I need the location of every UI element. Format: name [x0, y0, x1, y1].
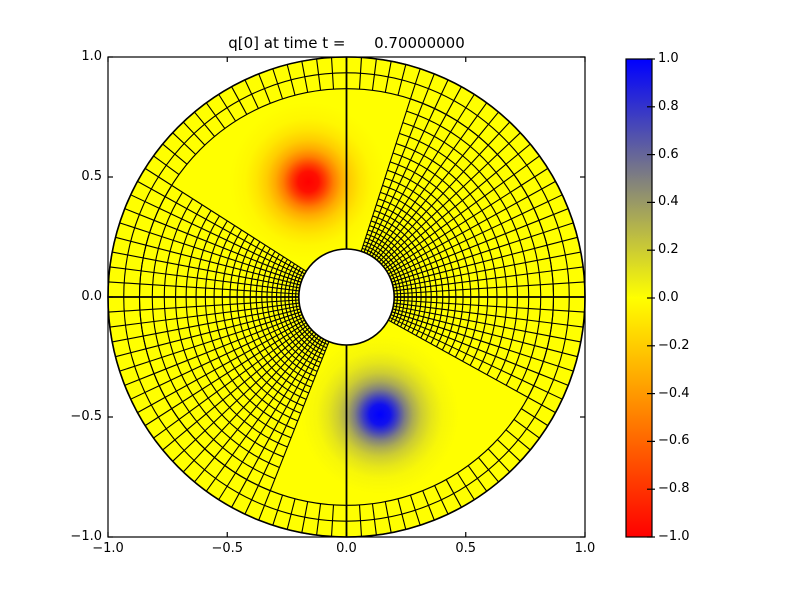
- colorbar-tick-label: 0.8: [658, 98, 679, 114]
- annulus-inner-hole: [297, 248, 395, 346]
- colorbar-tick-label: 0.4: [658, 194, 679, 210]
- axes-frame: [107, 56, 586, 538]
- y-tick-label: 1.0: [81, 49, 102, 64]
- colorbar-tick-label: −1.0: [658, 529, 690, 544]
- colorbar-tick-label: 0.6: [658, 146, 679, 162]
- colorbar-tick-label: −0.6: [658, 433, 690, 449]
- x-tick-label: −0.5: [211, 541, 244, 556]
- x-tick-label: 0.5: [455, 541, 477, 556]
- y-tick-label: −1.0: [70, 529, 102, 544]
- x-tick-label: 1.0: [574, 541, 596, 556]
- colorbar-tick-label: 0.0: [658, 290, 679, 305]
- colorbar-tick-label: −0.4: [658, 385, 690, 401]
- x-tick-label: 0.0: [336, 541, 357, 556]
- colorbar-tick-label: −0.2: [658, 337, 690, 353]
- y-tick-label: 0.5: [81, 169, 102, 184]
- y-tick-label: −0.5: [70, 409, 102, 424]
- x-tick-label: −1.0: [92, 541, 124, 556]
- colorbar-tick-label: 1.0: [658, 51, 679, 66]
- colorbar-tick-label: 0.2: [658, 242, 679, 258]
- plot-title: q[0] at time t = 0.70000000: [228, 34, 465, 52]
- colorbar-tick-label: −0.8: [658, 481, 690, 497]
- blob-positive-gaussian: [301, 335, 459, 494]
- blob-negative-gaussian: [229, 102, 388, 261]
- y-tick-label: 0.0: [81, 289, 102, 304]
- colorbar: [625, 58, 655, 538]
- annulus-mesh: [107, 56, 586, 538]
